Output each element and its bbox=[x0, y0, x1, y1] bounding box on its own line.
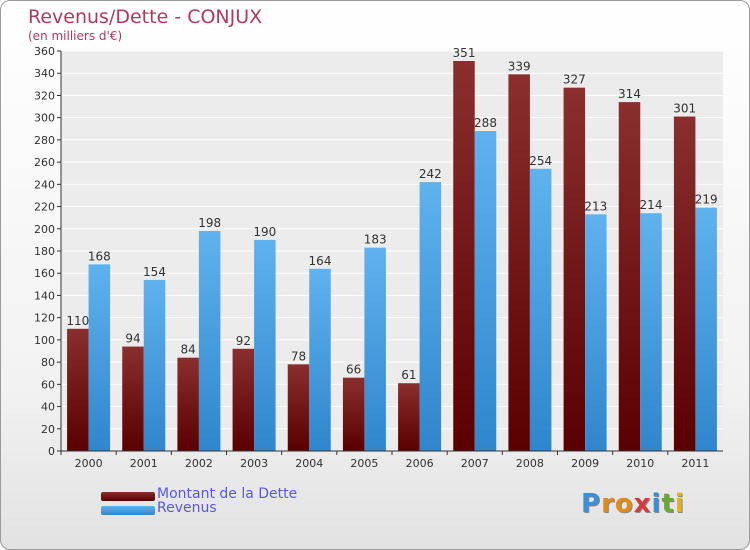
legend-swatch-dette bbox=[101, 492, 155, 501]
bar-dette bbox=[563, 87, 586, 452]
bar-revenus bbox=[585, 214, 607, 451]
data-label: 339 bbox=[508, 59, 531, 73]
labels-layer: 110 168 94 154 84 198 92 190 78 164 66 183 61 242 351 2… bbox=[66, 46, 717, 382]
bar-revenus bbox=[254, 239, 276, 451]
x-tick-label: 2000 bbox=[75, 457, 103, 470]
data-label: 314 bbox=[618, 87, 641, 101]
y-tick-label: 280 bbox=[34, 134, 55, 147]
y-tick-label: 220 bbox=[34, 201, 55, 214]
data-label: 351 bbox=[453, 46, 476, 60]
y-tick-label: 240 bbox=[34, 178, 55, 191]
x-tick-label: 2007 bbox=[461, 457, 489, 470]
x-tick-label: 2004 bbox=[295, 457, 323, 470]
y-tick-label: 80 bbox=[41, 356, 55, 369]
legend-swatch-revenus bbox=[101, 506, 155, 515]
bar-dette bbox=[287, 364, 310, 451]
chart-title: Revenus/Dette - CONJUX bbox=[28, 6, 263, 28]
axis-layer: 0 20 40 60 80 100 120 140 160 180 200 220 240 260 280 3… bbox=[34, 45, 723, 470]
y-tick-label: 40 bbox=[41, 401, 55, 414]
data-label: 242 bbox=[419, 167, 442, 181]
x-tick-label: 2009 bbox=[571, 457, 599, 470]
data-label: 219 bbox=[695, 193, 718, 207]
bar-dette bbox=[67, 328, 89, 451]
chart-subtitle: (en milliers d'€) bbox=[28, 29, 123, 43]
data-label: 110 bbox=[66, 314, 89, 328]
logo-letter: x bbox=[633, 489, 652, 519]
bar-revenus bbox=[309, 268, 331, 451]
bar-revenus bbox=[143, 279, 166, 451]
x-tick-label: 2003 bbox=[240, 457, 268, 470]
bar-revenus bbox=[474, 131, 497, 451]
data-label: 66 bbox=[346, 363, 361, 377]
bar-dette bbox=[618, 102, 641, 451]
y-tick-label: 160 bbox=[34, 267, 55, 280]
x-tick-label: 2001 bbox=[130, 457, 158, 470]
data-label: 94 bbox=[125, 332, 140, 346]
data-label: 84 bbox=[181, 343, 196, 357]
data-label: 168 bbox=[88, 249, 111, 263]
y-tick-label: 100 bbox=[34, 334, 55, 347]
bar-revenus bbox=[529, 168, 552, 451]
bar-dette bbox=[177, 357, 199, 451]
logo-letter: i bbox=[651, 489, 662, 519]
logo-letter: o bbox=[614, 489, 634, 519]
grid-layer bbox=[61, 50, 723, 452]
bar-revenus bbox=[695, 207, 717, 451]
x-tick-label: 2006 bbox=[406, 457, 434, 470]
bar-dette bbox=[398, 383, 420, 451]
data-label: 254 bbox=[529, 154, 552, 168]
y-tick-label: 0 bbox=[48, 445, 55, 458]
x-tick-label: 2008 bbox=[516, 457, 544, 470]
data-label: 78 bbox=[291, 349, 306, 363]
y-tick-label: 320 bbox=[34, 89, 55, 102]
data-label: 61 bbox=[401, 368, 416, 382]
logo-letter: i bbox=[674, 489, 685, 519]
bar-dette bbox=[342, 377, 365, 451]
data-label: 183 bbox=[364, 233, 387, 247]
y-tick-label: 360 bbox=[34, 45, 55, 58]
data-label: 198 bbox=[198, 216, 221, 230]
x-tick-label: 2010 bbox=[626, 457, 654, 470]
bar-revenus bbox=[198, 231, 221, 451]
y-tick-label: 340 bbox=[34, 67, 55, 80]
data-label: 327 bbox=[563, 73, 586, 87]
y-tick-label: 120 bbox=[34, 312, 55, 325]
data-label: 288 bbox=[474, 116, 497, 130]
bar-revenus bbox=[419, 182, 442, 451]
data-label: 190 bbox=[253, 225, 276, 239]
proxiti-logo: Proxiti bbox=[581, 489, 685, 519]
bars-layer bbox=[67, 61, 717, 452]
x-tick-label: 2011 bbox=[681, 457, 709, 470]
y-tick-label: 260 bbox=[34, 156, 55, 169]
x-tick-label: 2002 bbox=[185, 457, 213, 470]
data-label: 213 bbox=[584, 199, 607, 213]
bar-dette bbox=[453, 61, 475, 451]
data-label: 164 bbox=[309, 254, 332, 268]
data-label: 301 bbox=[673, 102, 696, 116]
y-tick-label: 20 bbox=[41, 423, 55, 436]
legend-label-revenus: Revenus bbox=[157, 500, 217, 516]
y-tick-label: 180 bbox=[34, 245, 55, 258]
x-tick-label: 2005 bbox=[350, 457, 378, 470]
data-label: 92 bbox=[236, 334, 251, 348]
bar-dette bbox=[508, 74, 530, 451]
bar-revenus bbox=[88, 264, 111, 451]
logo-letter: P bbox=[581, 489, 602, 519]
bar-revenus bbox=[640, 213, 662, 451]
bar-revenus bbox=[364, 247, 386, 451]
bar-dette bbox=[673, 116, 696, 452]
legend-label-dette: Montant de la Dette bbox=[157, 486, 298, 502]
y-tick-label: 300 bbox=[34, 112, 55, 125]
logo-letter: t bbox=[661, 489, 675, 519]
data-label: 154 bbox=[143, 265, 166, 279]
bar-dette bbox=[122, 346, 144, 451]
bar-dette bbox=[232, 348, 255, 451]
y-tick-label: 140 bbox=[34, 289, 55, 302]
data-label: 214 bbox=[640, 198, 663, 212]
logo-letter: r bbox=[601, 489, 615, 519]
y-tick-label: 60 bbox=[41, 378, 55, 391]
y-tick-label: 200 bbox=[34, 223, 55, 236]
